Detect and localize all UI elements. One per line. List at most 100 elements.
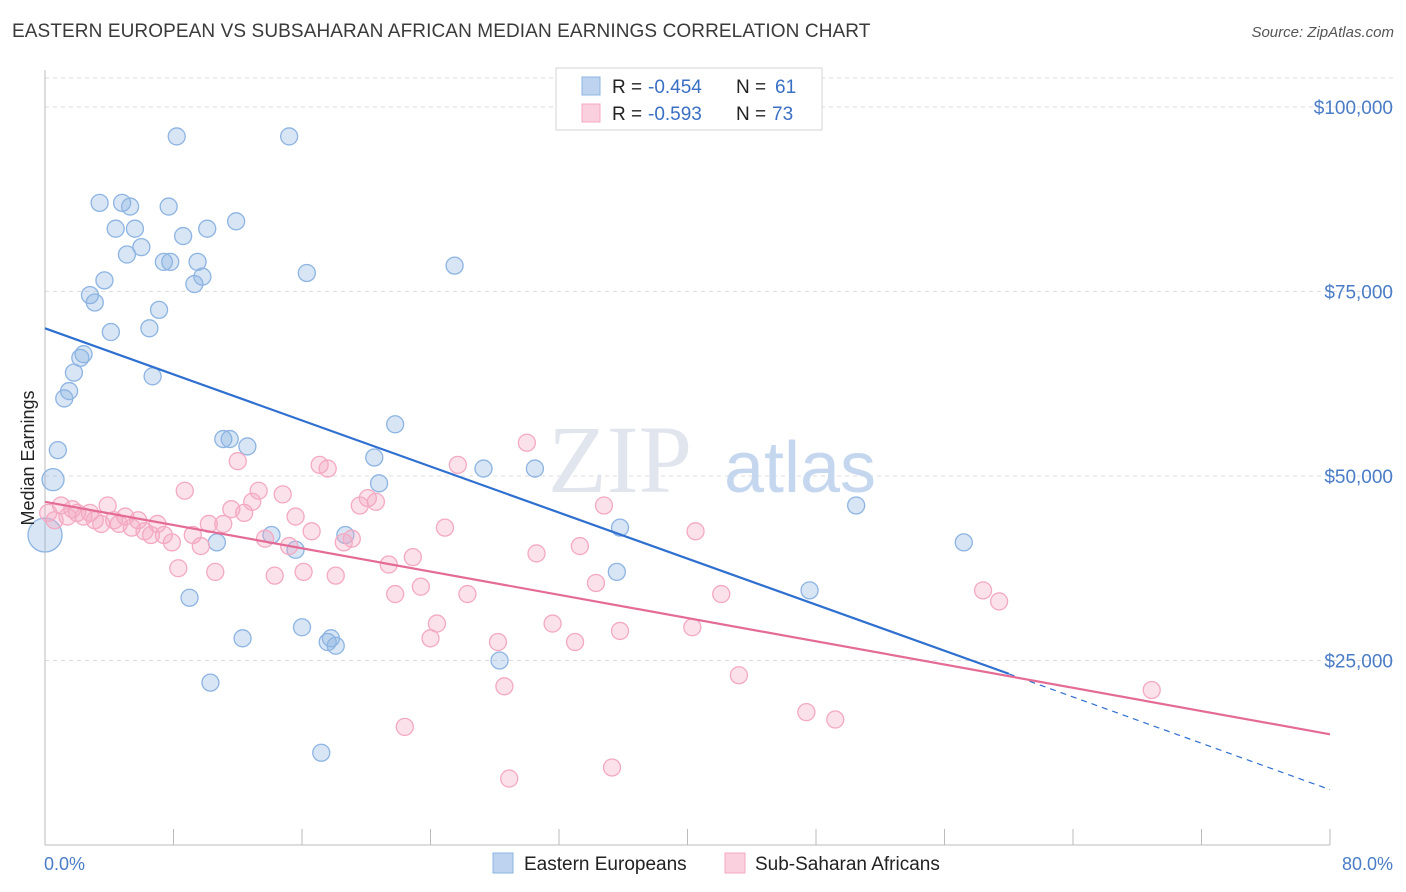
point-sub-saharan-african-76: [989, 592, 1009, 611]
point-sub-saharan-african-63: [543, 614, 562, 633]
y-tick-label-1: $50,000: [1324, 467, 1393, 488]
point-sub-saharan-african-35: [273, 485, 292, 504]
point-sub-saharan-african-24: [191, 536, 210, 556]
point-eastern-european-20: [143, 367, 162, 386]
trend-extension-0: [1008, 673, 1331, 791]
point-sub-saharan-african-71: [712, 584, 731, 604]
point-eastern-european-52: [445, 256, 464, 275]
point-sub-saharan-african-44: [342, 529, 361, 548]
point-sub-saharan-african-29: [228, 452, 247, 471]
y-tick-label-3: $100,000: [1314, 98, 1393, 119]
point-sub-saharan-african-75: [973, 581, 993, 600]
point-sub-saharan-african-32: [249, 481, 268, 500]
point-sub-saharan-african-56: [448, 455, 467, 475]
point-sub-saharan-african-21: [169, 559, 188, 578]
stats-legend: R = -0.454 N = 61 R = -0.593 N = 73: [555, 67, 823, 131]
legend-n-value-1: 61: [775, 77, 796, 98]
point-sub-saharan-african-59: [495, 677, 514, 696]
legend-r-value-1: -0.454: [648, 77, 702, 98]
point-eastern-european-9: [85, 293, 104, 312]
point-sub-saharan-african-72: [729, 666, 749, 685]
point-eastern-european-1: [41, 467, 65, 492]
point-eastern-european-31: [198, 219, 217, 238]
trend-lines: [44, 327, 1331, 791]
watermark-atlas: atlas: [724, 428, 876, 508]
point-sub-saharan-african-47: [366, 492, 386, 511]
point-eastern-european-0: [27, 517, 63, 553]
point-eastern-european-23: [159, 197, 178, 216]
point-eastern-european-37: [233, 629, 252, 648]
point-sub-saharan-african-61: [517, 433, 537, 452]
point-eastern-european-40: [279, 127, 299, 146]
point-eastern-european-27: [180, 588, 199, 607]
point-eastern-european-13: [106, 219, 125, 238]
point-eastern-european-24: [161, 252, 180, 272]
legend-r-label-2: R =: [612, 104, 642, 125]
point-eastern-european-15: [117, 245, 137, 264]
point-eastern-european-12: [101, 322, 121, 342]
trend-line-1: [44, 500, 1331, 736]
trend-line-0: [44, 327, 1010, 675]
point-eastern-european-10: [90, 193, 109, 213]
point-eastern-european-53: [474, 459, 493, 478]
point-sub-saharan-african-38: [294, 562, 313, 582]
source-label: Source: ZipAtlas.com: [1251, 24, 1394, 41]
legend-swatch-eastern-europeans: [492, 852, 514, 874]
axes: [44, 70, 1331, 846]
point-sub-saharan-african-68: [602, 758, 622, 777]
point-sub-saharan-african-57: [458, 584, 477, 604]
point-eastern-european-22: [154, 252, 174, 272]
y-tick-label-2: $75,000: [1324, 282, 1393, 303]
point-eastern-european-2: [48, 440, 67, 460]
series-legend: Eastern Europeans Sub-Saharan Africans: [492, 852, 940, 875]
point-sub-saharan-african-67: [594, 496, 614, 515]
point-eastern-european-18: [132, 237, 151, 257]
watermark-zip: ZIP: [548, 406, 692, 513]
point-sub-saharan-african-27: [214, 514, 233, 534]
point-sub-saharan-african-58: [488, 632, 508, 652]
point-sub-saharan-african-60: [500, 769, 519, 788]
point-eastern-european-35: [220, 429, 239, 449]
point-sub-saharan-african-77: [1142, 680, 1161, 700]
y-axis-label: Median Earnings: [18, 390, 38, 525]
point-eastern-european-43: [297, 263, 316, 283]
point-eastern-european-38: [238, 437, 257, 456]
point-eastern-european-19: [140, 319, 159, 338]
point-sub-saharan-african-17: [141, 525, 161, 545]
point-eastern-european-51: [386, 415, 405, 434]
legend-label-sub-saharan-africans: Sub-Saharan Africans: [755, 854, 940, 875]
point-sub-saharan-african-37: [286, 507, 305, 526]
point-eastern-european-54: [490, 651, 509, 670]
point-sub-saharan-african-33: [255, 529, 275, 548]
chart-title: EASTERN EUROPEAN VS SUBSAHARAN AFRICAN M…: [12, 21, 871, 42]
point-eastern-european-17: [125, 219, 145, 238]
watermark: ZIP atlas: [548, 406, 876, 513]
point-sub-saharan-african-62: [527, 544, 546, 563]
point-eastern-european-7: [74, 345, 93, 364]
point-sub-saharan-african-69: [610, 621, 630, 641]
point-eastern-european-50: [369, 474, 389, 493]
x-tick-min: 0.0%: [44, 854, 85, 874]
point-eastern-european-4: [59, 381, 79, 401]
point-sub-saharan-african-50: [395, 717, 414, 737]
point-sub-saharan-african-31: [243, 492, 262, 511]
point-eastern-european-49: [365, 448, 384, 467]
point-eastern-european-34: [214, 429, 233, 449]
x-tick-max: 80.0%: [1342, 854, 1393, 874]
legend-label-eastern-europeans: Eastern Europeans: [524, 854, 687, 875]
point-sub-saharan-african-49: [386, 584, 405, 604]
y-tick-labels: $25,000 $50,000 $75,000 $100,000: [1314, 98, 1393, 673]
legend-swatch-sub-saharan-africans: [724, 852, 746, 874]
legend-swatch-pink: [581, 103, 601, 123]
point-eastern-european-57: [607, 562, 626, 582]
point-eastern-european-55: [525, 459, 545, 478]
point-sub-saharan-african-26: [206, 562, 225, 582]
data-points: [27, 127, 1161, 788]
point-sub-saharan-african-52: [411, 577, 431, 596]
point-sub-saharan-african-51: [403, 547, 422, 567]
point-sub-saharan-african-74: [826, 710, 845, 729]
point-eastern-european-30: [193, 267, 212, 286]
point-eastern-european-32: [201, 673, 220, 692]
point-eastern-european-25: [167, 127, 186, 146]
